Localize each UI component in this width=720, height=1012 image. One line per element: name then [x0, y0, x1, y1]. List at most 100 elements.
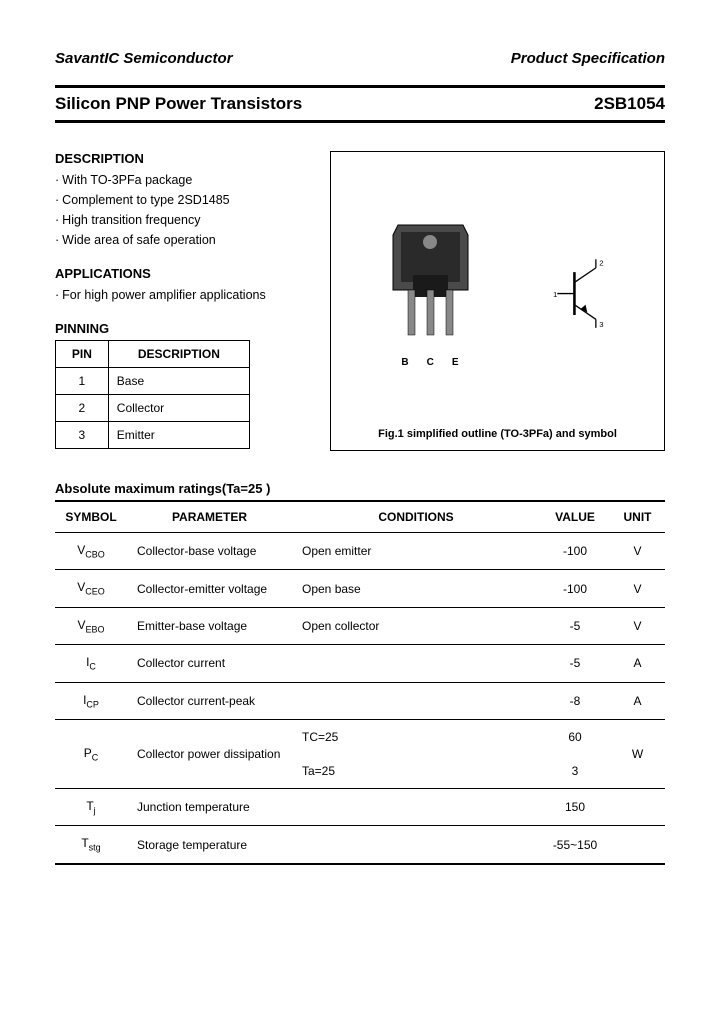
cond-cell: Ta=25	[292, 754, 540, 789]
figure-area: B C E 1 2 3	[345, 170, 650, 418]
val-cell: -5	[540, 607, 610, 644]
val-cell: -100	[540, 570, 610, 607]
table-row: 2Collector	[56, 395, 250, 422]
description-list: With TO-3PFa package Complement to type …	[55, 170, 315, 250]
title-bar: Silicon PNP Power Transistors 2SB1054	[55, 85, 665, 123]
product-line: Silicon PNP Power Transistors	[55, 94, 302, 114]
table-row: VCEOCollector-emitter voltageOpen base-1…	[55, 570, 665, 607]
pin-desc: Base	[108, 368, 249, 395]
col-pin: PIN	[56, 341, 109, 368]
val-cell: -8	[540, 682, 610, 719]
desc-item: With TO-3PFa package	[55, 170, 315, 190]
left-column: DESCRIPTION With TO-3PFa package Complem…	[55, 151, 315, 451]
pin-num: 2	[56, 395, 109, 422]
package-outline: B C E	[383, 220, 478, 368]
unit-cell: V	[610, 607, 665, 644]
cond-cell	[292, 645, 540, 682]
unit-cell: A	[610, 645, 665, 682]
desc-item: Complement to type 2SD1485	[55, 190, 315, 210]
unit-cell	[610, 788, 665, 825]
unit-cell: A	[610, 682, 665, 719]
table-row: Tstg Storage temperature -55~150	[55, 826, 665, 864]
table-row: VCBOCollector-base voltageOpen emitter-1…	[55, 533, 665, 570]
val-cell: -55~150	[540, 826, 610, 864]
table-row: 3Emitter	[56, 422, 250, 449]
unit-cell: V	[610, 533, 665, 570]
sym-cell: VCBO	[55, 533, 127, 570]
cond-cell	[292, 788, 540, 825]
col-cond: CONDITIONS	[292, 501, 540, 533]
table-row: SYMBOL PARAMETER CONDITIONS VALUE UNIT	[55, 501, 665, 533]
param-cell: Collector-base voltage	[127, 533, 292, 570]
package-icon	[383, 220, 478, 350]
table-row: ICPCollector current-peak -8A	[55, 682, 665, 719]
sym-cell: Tj	[55, 788, 127, 825]
cond-cell	[292, 826, 540, 864]
unit-cell: V	[610, 570, 665, 607]
pin-num: 3	[56, 422, 109, 449]
pinning-heading: PINNING	[55, 321, 315, 336]
col-param: PARAMETER	[127, 501, 292, 533]
company-name: SavantIC Semiconductor	[55, 50, 233, 67]
cond-cell: TC=25	[292, 719, 540, 754]
pin-label: B	[401, 357, 408, 368]
table-row: VEBOEmitter-base voltageOpen collector-5…	[55, 607, 665, 644]
col-unit: UNIT	[610, 501, 665, 533]
doc-type: Product Specification	[511, 50, 665, 67]
applications-list: For high power amplifier applications	[55, 285, 315, 305]
sym-cell: PC	[55, 719, 127, 788]
package-pin-labels: B C E	[383, 357, 478, 368]
figure-caption: Fig.1 simplified outline (TO-3PFa) and s…	[345, 428, 650, 440]
table-row: Tj Junction temperature 150	[55, 788, 665, 825]
param-cell: Storage temperature	[127, 826, 292, 864]
val-cell: 3	[540, 754, 610, 789]
cond-cell: Open collector	[292, 607, 540, 644]
table-row: 1Base	[56, 368, 250, 395]
pin-label: C	[427, 357, 434, 368]
table-row: PIN DESCRIPTION	[56, 341, 250, 368]
sym-cell: VEBO	[55, 607, 127, 644]
app-item: For high power amplifier applications	[55, 285, 315, 305]
table-row: PC Collector power dissipation TC=25 60 …	[55, 719, 665, 754]
param-cell: Collector current	[127, 645, 292, 682]
sym-cell: IC	[55, 645, 127, 682]
desc-item: High transition frequency	[55, 210, 315, 230]
val-cell: -5	[540, 645, 610, 682]
cond-cell	[292, 682, 540, 719]
ratings-heading: Absolute maximum ratings(Ta=25 )	[55, 481, 665, 496]
val-cell: 150	[540, 788, 610, 825]
pin-num: 1	[56, 368, 109, 395]
col-symbol: SYMBOL	[55, 501, 127, 533]
figure-box: B C E 1 2 3 Fig.1 simplified outline (TO…	[330, 151, 665, 451]
cond-cell: Open base	[292, 570, 540, 607]
pin-desc: Emitter	[108, 422, 249, 449]
transistor-symbol-icon: 1 2 3	[553, 255, 613, 332]
sym-pin-2: 2	[599, 259, 603, 268]
unit-cell: W	[610, 719, 665, 788]
desc-item: Wide area of safe operation	[55, 230, 315, 250]
sym-cell: VCEO	[55, 570, 127, 607]
description-heading: DESCRIPTION	[55, 151, 315, 166]
cond-cell: Open emitter	[292, 533, 540, 570]
applications-heading: APPLICATIONS	[55, 266, 315, 281]
param-cell: Collector current-peak	[127, 682, 292, 719]
pinning-table: PIN DESCRIPTION 1Base 2Collector 3Emitte…	[55, 340, 250, 449]
pin-label: E	[452, 357, 459, 368]
param-cell: Collector power dissipation	[127, 719, 292, 788]
sym-cell: ICP	[55, 682, 127, 719]
val-cell: -100	[540, 533, 610, 570]
col-desc: DESCRIPTION	[108, 341, 249, 368]
unit-cell	[610, 826, 665, 864]
pin-desc: Collector	[108, 395, 249, 422]
sym-pin-3: 3	[599, 320, 603, 329]
main-content-row: DESCRIPTION With TO-3PFa package Complem…	[55, 151, 665, 451]
page-header: SavantIC Semiconductor Product Specifica…	[55, 50, 665, 67]
ratings-table: SYMBOL PARAMETER CONDITIONS VALUE UNIT V…	[55, 500, 665, 865]
table-row: ICCollector current -5A	[55, 645, 665, 682]
param-cell: Junction temperature	[127, 788, 292, 825]
param-cell: Emitter-base voltage	[127, 607, 292, 644]
val-cell: 60	[540, 719, 610, 754]
sym-pin-1: 1	[553, 290, 557, 299]
col-value: VALUE	[540, 501, 610, 533]
part-number: 2SB1054	[594, 94, 665, 114]
